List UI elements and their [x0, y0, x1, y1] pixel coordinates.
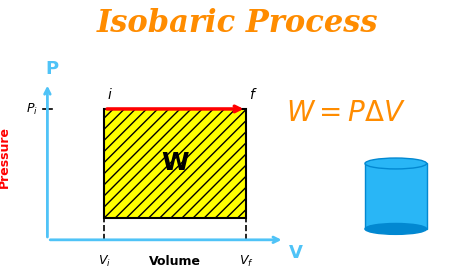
Text: Volume: Volume: [149, 255, 201, 266]
Text: $W = P\Delta V$: $W = P\Delta V$: [286, 99, 406, 127]
Ellipse shape: [365, 158, 427, 169]
Ellipse shape: [365, 223, 427, 234]
Text: $P_i$: $P_i$: [26, 101, 38, 117]
Text: $V_i$: $V_i$: [98, 254, 111, 266]
Text: P: P: [46, 60, 59, 78]
Bar: [365, 164, 427, 229]
Text: W: W: [162, 151, 189, 176]
Text: Pressure: Pressure: [0, 126, 11, 188]
Text: V: V: [289, 244, 303, 262]
Text: i: i: [107, 88, 111, 102]
Bar: [104, 109, 246, 218]
Text: Isobaric Process: Isobaric Process: [96, 9, 378, 39]
Text: f: f: [249, 88, 254, 102]
Text: $V_f$: $V_f$: [239, 254, 254, 266]
